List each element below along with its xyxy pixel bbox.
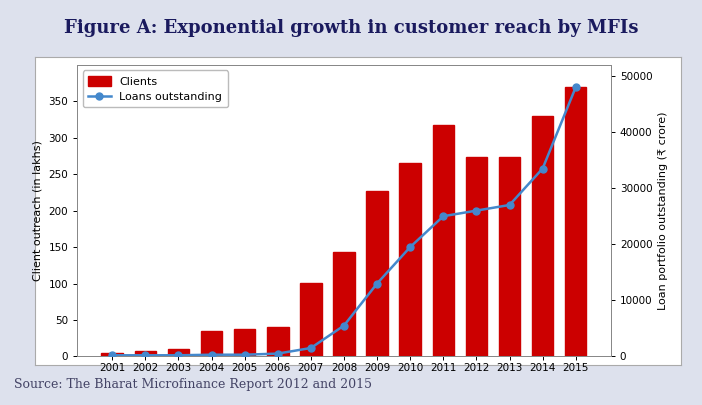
Y-axis label: Client outreach (in lakhs): Client outreach (in lakhs) [33, 140, 43, 281]
Bar [135, 351, 156, 356]
Bar [366, 191, 388, 356]
Bar [399, 163, 421, 356]
Bar [565, 87, 586, 356]
Legend: Clients, Loans outstanding: Clients, Loans outstanding [83, 70, 228, 107]
Text: Source: The Bharat Microfinance Report 2012 and 2015: Source: The Bharat Microfinance Report 2… [14, 378, 372, 391]
Bar [300, 283, 322, 356]
Bar [267, 327, 289, 356]
Y-axis label: Loan portfolio outstanding (₹ crore): Loan portfolio outstanding (₹ crore) [658, 111, 668, 310]
Bar [465, 157, 487, 356]
Bar [532, 116, 553, 356]
Bar [168, 349, 190, 356]
Bar [102, 353, 123, 356]
Bar [498, 157, 520, 356]
Bar [432, 125, 454, 356]
Bar [234, 329, 256, 356]
Bar [333, 252, 355, 356]
Text: Figure A: Exponential growth in customer reach by MFIs: Figure A: Exponential growth in customer… [64, 19, 638, 37]
Bar [201, 331, 223, 356]
